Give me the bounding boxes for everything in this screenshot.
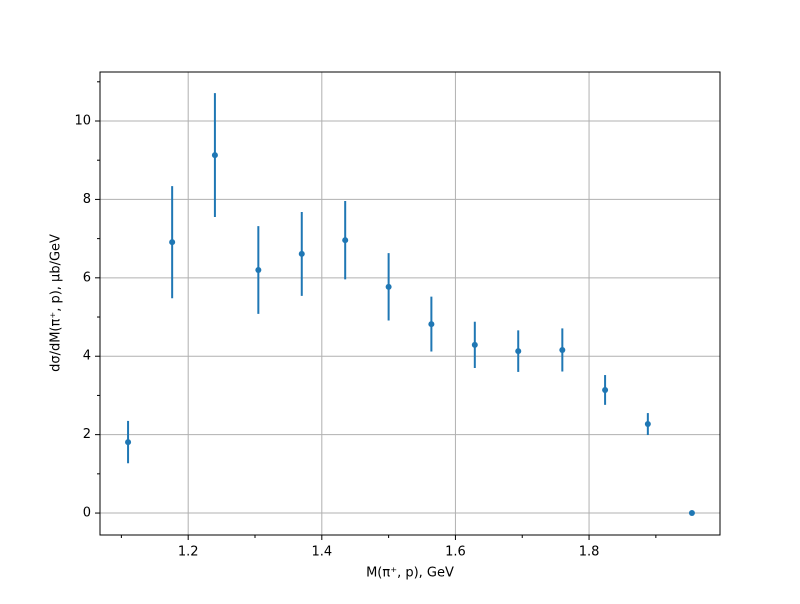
data-point — [428, 321, 435, 328]
x-tick-label: 1.2 — [178, 545, 199, 560]
data-point — [255, 266, 262, 273]
data-point — [602, 386, 609, 393]
data-point — [644, 421, 651, 428]
y-tick-label: 10 — [74, 114, 91, 129]
plot-frame — [99, 71, 721, 536]
data-point — [125, 439, 132, 446]
y-tick-label: 8 — [83, 192, 91, 207]
y-tick-label: 2 — [83, 427, 91, 442]
data-point — [385, 283, 392, 290]
y-axis-label: dσ/dM(π⁺, p), μb/GeV — [49, 234, 64, 372]
x-tick-label: 1.8 — [579, 545, 600, 560]
y-tick-label: 0 — [83, 506, 91, 521]
x-axis-label: M(π⁺, p), GeV — [366, 566, 454, 581]
y-tick-label: 4 — [83, 349, 91, 364]
data-point — [559, 346, 566, 353]
data-point — [298, 250, 305, 257]
data-point — [515, 348, 522, 355]
data-point — [342, 237, 349, 244]
data-point — [169, 239, 176, 246]
data-point — [471, 341, 478, 348]
x-tick-label: 1.6 — [445, 545, 466, 560]
data-point — [211, 152, 218, 159]
y-tick-label: 6 — [83, 270, 91, 285]
x-tick-label: 1.4 — [311, 545, 332, 560]
data-point — [688, 510, 695, 517]
